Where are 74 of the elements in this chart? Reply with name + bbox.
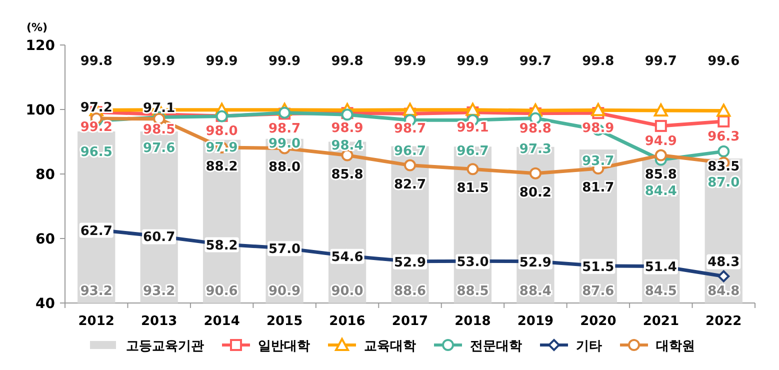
data-label: 99.9 xyxy=(206,54,238,69)
data-label: 88.5 xyxy=(456,284,489,299)
data-label: 85.8 xyxy=(644,167,677,182)
data-label: 84.4 xyxy=(644,184,677,199)
legend-label: 대학원 xyxy=(656,339,695,354)
legend-label: 고등교육기관 xyxy=(126,339,204,354)
data-label: 99.7 xyxy=(519,54,552,69)
data-label: 99.1 xyxy=(456,120,489,136)
x-tick-label: 2021 xyxy=(642,314,680,329)
data-label: 96.7 xyxy=(456,144,489,160)
x-tick-label: 2017 xyxy=(392,314,428,329)
data-label: 90.9 xyxy=(268,284,301,299)
data-label: 99.9 xyxy=(268,54,301,69)
data-label: 99.9 xyxy=(143,54,176,69)
data-label: 99.7 xyxy=(644,54,677,69)
x-tick-label: 2014 xyxy=(204,314,240,329)
y-tick-label: 40 xyxy=(36,296,56,312)
data-label: 99.9 xyxy=(456,54,489,69)
x-tick-label: 2018 xyxy=(454,314,491,329)
x-tick-label: 2016 xyxy=(329,314,366,329)
data-label: 88.0 xyxy=(268,160,301,176)
legend-label: 기타 xyxy=(576,339,602,354)
data-label: 87.0 xyxy=(708,175,740,190)
data-label: 84.8 xyxy=(708,284,740,299)
data-label: 96.5 xyxy=(80,144,112,160)
legend-label: 교육대학 xyxy=(364,339,416,354)
data-label: 90.6 xyxy=(206,284,238,299)
data-label: 98.7 xyxy=(394,122,426,137)
data-label: 97.6 xyxy=(143,141,176,156)
data-label: 82.7 xyxy=(394,177,426,192)
data-label: 81.5 xyxy=(456,181,489,196)
data-label: 93.7 xyxy=(582,154,614,169)
data-label: 98.0 xyxy=(206,124,238,139)
y-tick-label: 60 xyxy=(36,232,56,248)
data-label: 99.8 xyxy=(80,54,112,69)
data-label: 85.8 xyxy=(331,167,364,182)
data-label: 81.7 xyxy=(582,180,614,196)
data-label: 99.8 xyxy=(331,54,364,69)
data-label: 93.2 xyxy=(143,284,176,299)
data-label: 88.4 xyxy=(519,284,552,299)
data-label: 98.4 xyxy=(331,138,364,154)
legend-label: 전문대학 xyxy=(470,339,522,354)
y-tick-label: 80 xyxy=(36,167,56,183)
data-label: 99.2 xyxy=(80,120,112,136)
data-label: 98.5 xyxy=(143,122,176,138)
y-axis-title: (%) xyxy=(26,21,48,34)
data-label: 83.5 xyxy=(708,160,740,175)
data-label: 87.6 xyxy=(582,284,614,299)
data-label: 98.9 xyxy=(331,121,364,136)
data-label: 97.3 xyxy=(519,142,552,158)
y-tick-label: 100 xyxy=(26,102,56,118)
legend-label: 일반대학 xyxy=(258,339,310,354)
x-tick-label: 2015 xyxy=(266,314,303,329)
data-label: 96.7 xyxy=(394,144,426,160)
data-label: 94.9 xyxy=(644,134,677,149)
x-tick-label: 2020 xyxy=(580,314,616,329)
y-tick-label: 120 xyxy=(26,38,56,54)
data-label: 88.6 xyxy=(394,284,426,299)
data-label: 93.2 xyxy=(80,284,112,299)
x-tick-label: 2013 xyxy=(140,314,178,329)
data-label: 96.3 xyxy=(708,129,740,144)
x-tick-label: 2012 xyxy=(78,314,114,329)
data-label: 99.6 xyxy=(708,54,740,69)
data-label: 98.8 xyxy=(519,121,552,136)
data-label: 99.9 xyxy=(394,54,426,69)
data-label: 88.2 xyxy=(206,160,238,175)
data-label: 90.0 xyxy=(331,284,364,299)
x-tick-label: 2022 xyxy=(706,314,742,329)
x-tick-label: 2019 xyxy=(517,314,554,329)
data-label: 48.3 xyxy=(708,255,740,270)
data-label: 98.7 xyxy=(268,122,301,137)
data-label: 99.8 xyxy=(582,54,614,69)
data-label: 80.2 xyxy=(519,185,552,200)
data-label: 84.5 xyxy=(644,284,677,299)
